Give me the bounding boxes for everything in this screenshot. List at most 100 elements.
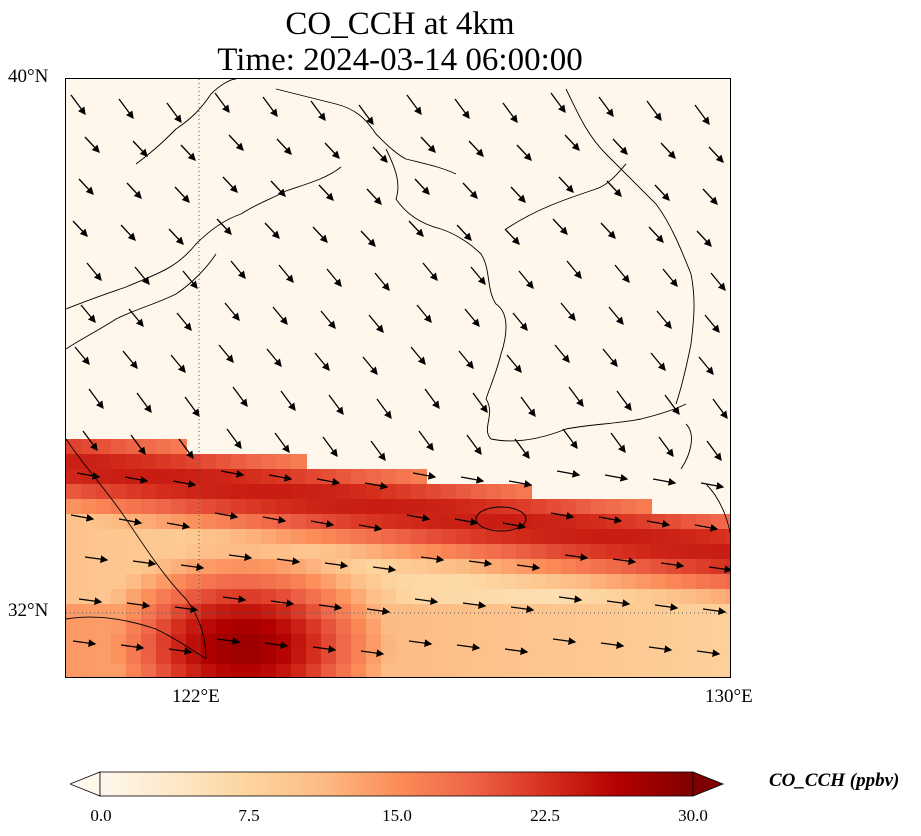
- field-cell: [336, 634, 352, 650]
- field-cell: [606, 499, 622, 515]
- field-cell: [216, 544, 232, 560]
- field-cell: [501, 514, 517, 530]
- coastline-liaodong: [135, 79, 237, 165]
- field-cell: [591, 589, 607, 605]
- field-cell: [381, 469, 397, 485]
- lon-label-122e: 122°E: [172, 686, 220, 707]
- field-cell: [621, 529, 637, 545]
- field-cell: [261, 454, 277, 470]
- wind-arrow: [460, 476, 485, 484]
- field-cell: [531, 619, 547, 635]
- field-cell: [681, 589, 697, 605]
- field-cell: [81, 664, 97, 677]
- field-cell: [426, 634, 442, 650]
- wind-arrow: [228, 553, 253, 561]
- field-cell: [81, 499, 97, 515]
- field-cell: [516, 589, 532, 605]
- field-cell: [156, 634, 172, 650]
- wind-arrow: [614, 264, 630, 284]
- field-cell: [411, 619, 427, 635]
- field-cell: [441, 514, 457, 530]
- field-cell: [531, 649, 547, 665]
- colorbar-tick-0: 0.0: [90, 806, 112, 825]
- field-cell: [336, 529, 352, 545]
- field-cell: [696, 589, 712, 605]
- field-cell: [591, 649, 607, 665]
- field-cell: [186, 574, 202, 590]
- field-cell: [231, 484, 247, 500]
- field-cell: [216, 664, 232, 677]
- field-cell: [81, 484, 97, 500]
- field-cell: [246, 514, 262, 530]
- field-cell: [291, 604, 307, 620]
- wind-arrow: [598, 96, 614, 118]
- field-cell: [321, 634, 337, 650]
- field-cell: [141, 604, 157, 620]
- wind-arrow: [650, 352, 666, 372]
- field-cell: [501, 649, 517, 665]
- wind-arrow: [220, 470, 245, 478]
- field-cell: [66, 439, 82, 455]
- field-cell: [681, 574, 697, 590]
- wind-arrow: [600, 222, 616, 239]
- wind-arrow: [504, 228, 520, 245]
- field-cell: [636, 574, 652, 590]
- field-cell: [321, 499, 337, 515]
- field-cell: [456, 664, 472, 677]
- wind-arrow: [602, 348, 618, 368]
- wind-arrow: [424, 388, 440, 410]
- wind-arrow: [268, 474, 293, 482]
- field-cell: [291, 574, 307, 590]
- wind-arrow: [504, 647, 529, 655]
- field-cell: [666, 649, 682, 665]
- field-cell: [351, 649, 367, 665]
- field-cell: [156, 559, 172, 575]
- field-cell: [426, 499, 442, 515]
- wind-arrow: [322, 436, 338, 458]
- field-cell: [546, 589, 562, 605]
- field-cell: [261, 649, 277, 665]
- field-cell: [456, 589, 472, 605]
- field-cell: [636, 559, 652, 575]
- field-cell: [186, 544, 202, 560]
- wind-arrow: [136, 392, 152, 414]
- field-cell: [471, 589, 487, 605]
- field-cell: [186, 664, 202, 677]
- field-cell: [636, 619, 652, 635]
- field-cell: [606, 634, 622, 650]
- field-cell: [141, 634, 157, 650]
- field-cell: [516, 664, 532, 677]
- coastline-shandong: [66, 253, 217, 350]
- field-cell: [171, 649, 187, 665]
- field-cell: [126, 604, 142, 620]
- field-cell: [591, 514, 607, 530]
- wind-arrow: [516, 144, 532, 161]
- wind-arrow: [466, 434, 482, 456]
- field-cell: [141, 649, 157, 665]
- wind-arrow: [364, 482, 389, 490]
- field-cell: [276, 619, 292, 635]
- wind-arrow: [558, 176, 574, 193]
- field-cell: [561, 574, 577, 590]
- field-cell: [171, 529, 187, 545]
- coastline-china-north: [66, 166, 342, 310]
- field-cell: [276, 664, 292, 677]
- wind-arrow: [228, 134, 244, 151]
- field-cell: [411, 574, 427, 590]
- field-cell: [201, 664, 217, 677]
- field-cell: [81, 604, 97, 620]
- field-cell: [516, 604, 532, 620]
- wind-arrow: [468, 559, 493, 567]
- wind-arrow: [264, 641, 289, 649]
- field-cell: [336, 559, 352, 575]
- field-cell: [681, 514, 697, 530]
- wind-arrow: [412, 472, 437, 480]
- field-cell: [501, 589, 517, 605]
- wind-arrow: [226, 428, 242, 450]
- wind-arrow: [518, 270, 534, 290]
- field-cell: [141, 499, 157, 515]
- field-cell: [261, 664, 277, 677]
- field-cell: [471, 499, 487, 515]
- field-cell: [171, 454, 187, 470]
- field-cell: [381, 574, 397, 590]
